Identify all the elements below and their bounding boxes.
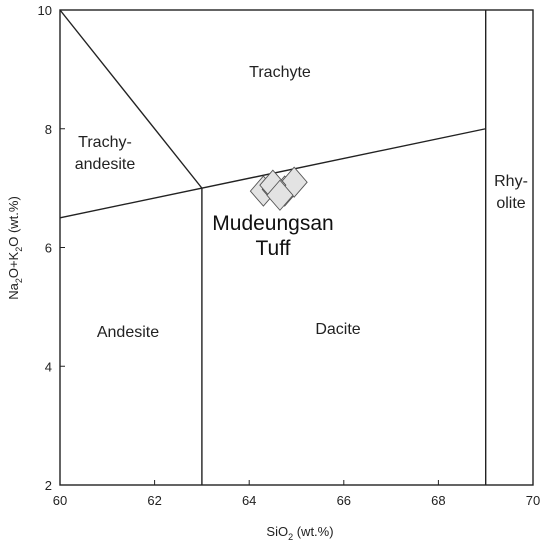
x-tick-label-60: 60 (53, 493, 67, 508)
data-point-6 (266, 179, 294, 211)
y-axis-ticks: 2 4 6 8 10 (38, 3, 65, 493)
field-label-andesite: Andesite (97, 324, 159, 341)
field-label-rhyolite-1: Rhy- (494, 173, 528, 190)
field-label-trachyandesite-2: andesite (75, 156, 136, 173)
annotation-line-2: Tuff (255, 237, 290, 260)
y-tick-label-8: 8 (45, 122, 52, 137)
y-axis-title-p2: O+K (6, 251, 21, 278)
y-tick-label-6: 6 (45, 241, 52, 256)
y-axis-title-rest: (wt.%) (6, 196, 21, 236)
y-axis-title: Na2O+K2O (wt.%) (6, 196, 24, 300)
y-tick-label-2: 2 (45, 478, 52, 493)
x-axis-ticks: 60 62 64 66 68 70 (53, 480, 540, 508)
field-boundaries (59, 9, 487, 485)
data-points (249, 166, 308, 211)
field-label-trachyte: Trachyte (249, 64, 311, 81)
field-label-rhyolite-2: olite (496, 195, 525, 212)
x-tick-label-62: 62 (147, 493, 161, 508)
boundary-line-1 (59, 9, 203, 189)
y-axis-title-s1: 2 (14, 278, 24, 283)
x-tick-label-70: 70 (526, 493, 540, 508)
plot-frame (59, 9, 534, 486)
x-axis-title-main: SiO (266, 524, 288, 539)
y-axis-title-p1: Na (6, 282, 21, 299)
annotation-line-1: Mudeungsan (212, 212, 333, 235)
x-axis-title-sub: 2 (288, 532, 293, 542)
x-axis-title: SiO2 (wt.%) (266, 524, 333, 542)
field-label-dacite: Dacite (315, 321, 360, 338)
y-axis-title-s2: 2 (14, 247, 24, 252)
y-axis-title-p3: O (6, 237, 21, 247)
x-tick-label-68: 68 (431, 493, 445, 508)
x-tick-label-64: 64 (242, 493, 256, 508)
y-tick-label-10: 10 (38, 3, 52, 18)
x-axis-title-rest: (wt.%) (293, 524, 333, 539)
x-tick-label-66: 66 (337, 493, 351, 508)
y-tick-label-4: 4 (45, 359, 52, 374)
field-labels: Trachyte Trachy-andesite Rhy-olite Andesite… (75, 64, 528, 341)
field-label-trachyandesite-1: Trachy- (78, 134, 132, 151)
